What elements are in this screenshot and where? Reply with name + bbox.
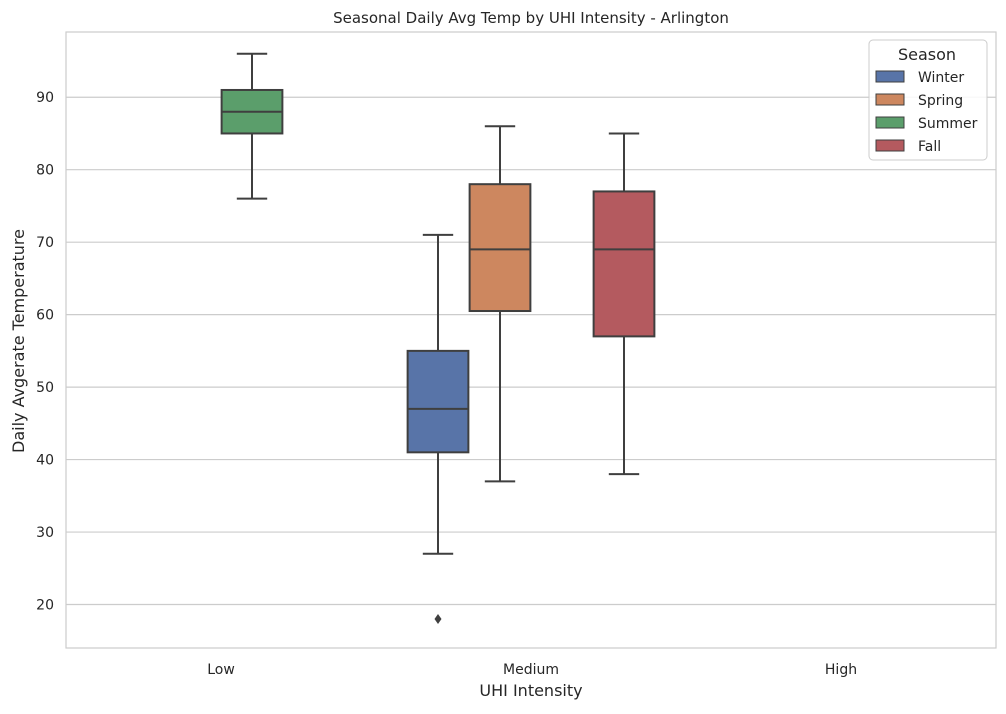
y-tick-label: 80 — [36, 163, 54, 179]
legend-swatch — [875, 139, 905, 152]
y-tick-label: 30 — [36, 525, 54, 541]
y-tick-label: 90 — [36, 90, 54, 106]
box-spring-medium — [468, 125, 532, 483]
plot-frame — [65, 31, 997, 649]
chart-title: Seasonal Daily Avg Temp by UHI Intensity… — [333, 9, 729, 27]
box-winter-medium — [406, 233, 470, 625]
y-tick-label: 70 — [36, 235, 54, 251]
x-tick-label: Low — [207, 662, 235, 678]
legend-entry-summer: Summer — [875, 116, 978, 132]
legend-entries: Winter Spring Summer Fall — [875, 70, 978, 155]
box-iqr — [406, 349, 470, 454]
box-iqr — [468, 183, 532, 313]
legend-entry-fall: Fall — [875, 139, 941, 155]
legend-entry-winter: Winter — [875, 70, 964, 86]
x-tick-label: High — [825, 662, 857, 678]
box-summer-low — [220, 52, 284, 200]
outlier-point — [434, 614, 442, 625]
legend-label: Spring — [918, 93, 963, 109]
legend-label: Winter — [918, 70, 964, 86]
legend-label: Summer — [918, 116, 978, 132]
y-tick-label: 20 — [36, 598, 54, 614]
legend-frame — [868, 39, 988, 161]
legend-title: Season — [898, 45, 956, 64]
x-axis-label: UHI Intensity — [479, 681, 582, 700]
grid-lines — [66, 96, 996, 606]
legend-swatch — [875, 70, 905, 83]
y-axis-label: Daily Avgerate Temperature — [9, 229, 28, 453]
box-iqr — [592, 190, 656, 338]
y-tick-label: 60 — [36, 308, 54, 324]
y-tick-label: 40 — [36, 453, 54, 469]
legend-swatch — [875, 116, 905, 129]
legend-label: Fall — [918, 139, 941, 155]
legend-swatch — [875, 93, 905, 106]
x-tick-label: Medium — [503, 662, 559, 678]
box-fall-medium — [592, 132, 656, 476]
y-axis-ticks: 20 30 40 50 60 70 80 90 — [36, 90, 54, 613]
legend: Season Winter Spring Summer Fall — [868, 39, 988, 161]
y-tick-label: 50 — [36, 380, 54, 396]
x-axis-ticks: Low Medium High — [207, 662, 857, 678]
legend-entry-spring: Spring — [875, 93, 963, 109]
box-plot-series — [220, 52, 656, 625]
